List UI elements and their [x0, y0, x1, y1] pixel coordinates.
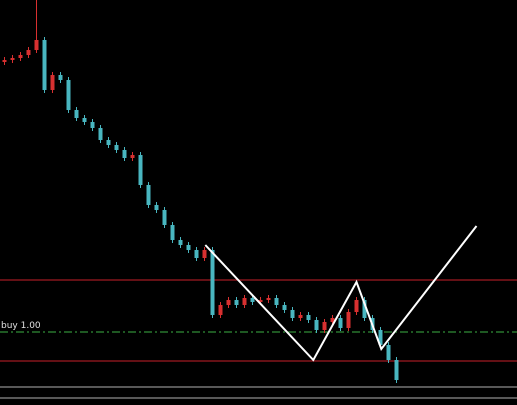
candle-body [194, 250, 199, 258]
candle-body [114, 145, 119, 150]
candle-body [186, 245, 191, 250]
candle-body [98, 128, 103, 140]
candle-body [202, 250, 207, 258]
candle-body [330, 318, 335, 322]
candle-body [298, 315, 303, 318]
candle-body [386, 345, 391, 360]
candle-body [2, 60, 7, 62]
candle-body [258, 300, 263, 302]
candle-body [242, 298, 247, 305]
candle-body [250, 298, 255, 302]
candle-body [106, 140, 111, 145]
candle-body [162, 210, 167, 225]
candle-body [26, 50, 31, 55]
candle-body [362, 300, 367, 318]
candle-body [234, 300, 239, 305]
candle-body [290, 310, 295, 318]
candle-body [90, 122, 95, 128]
candle-body [346, 312, 351, 328]
candle-body [378, 330, 383, 345]
candle-body [306, 315, 311, 320]
candle-body [170, 225, 175, 240]
candle-body [146, 185, 151, 205]
candle-body [74, 110, 79, 118]
level-label: buy 1.00 [1, 321, 41, 331]
candle-body [10, 58, 15, 60]
candle-body [66, 80, 71, 110]
candle-body [282, 305, 287, 310]
candle-body [122, 150, 127, 158]
candle-body [338, 318, 343, 328]
candle-body [82, 118, 87, 122]
candle-body [18, 55, 23, 58]
candle-body [34, 40, 39, 50]
candle-body [226, 300, 231, 305]
candle-body [130, 155, 135, 158]
candle-body [154, 205, 159, 210]
candle-body [314, 320, 319, 330]
candle-body [274, 298, 279, 305]
candle-body [58, 75, 63, 80]
candle-body [138, 155, 143, 185]
candle-body [394, 360, 399, 380]
candle-body [266, 298, 271, 300]
candle-body [218, 305, 223, 315]
candle-body [178, 240, 183, 245]
candle-body [354, 300, 359, 312]
candle-body [50, 75, 55, 90]
candle-body [322, 322, 327, 330]
candle-body [42, 40, 47, 90]
candle-body [210, 250, 215, 315]
zigzag-pattern [204, 225, 478, 362]
